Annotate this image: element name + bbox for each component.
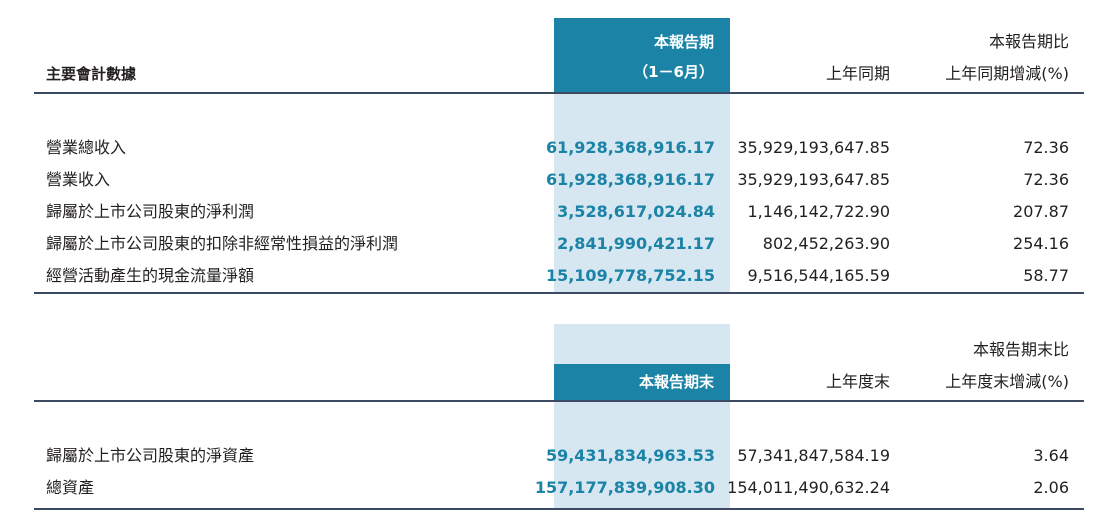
period-end-column-highlight-top (554, 324, 730, 364)
current-period-column-highlight (554, 92, 730, 292)
header-current-period-line2: （1－6月） (633, 63, 714, 81)
period-end-header-cell (554, 364, 730, 400)
row-current-value: 3,528,617,024.84 (557, 202, 715, 221)
row-label: 歸屬於上市公司股東的淨資產 (46, 446, 255, 465)
header-change-line1: 本報告期比 (988, 32, 1069, 51)
header-change-line2: 上年同期增減(%) (945, 64, 1069, 83)
section1-bottom-rule (34, 292, 1084, 294)
header-change2-line1: 本報告期末比 (972, 340, 1069, 359)
row-label: 經營活動產生的現金流量淨額 (46, 266, 255, 285)
row-current-value: 61,928,368,916.17 (545, 138, 715, 157)
current-period-header-cell (554, 18, 730, 92)
header-current-period-line1: 本報告期 (653, 33, 714, 51)
row-change-value: 207.87 (1013, 202, 1069, 221)
section1-header-rule (34, 92, 1084, 94)
row-label: 營業總收入 (46, 138, 127, 157)
row-prior-value: 1,146,142,722.90 (747, 202, 891, 221)
header-prior-year-end: 上年度末 (825, 372, 890, 391)
row-change-value: 58.77 (1023, 266, 1069, 285)
row-prior-value: 9,516,544,165.59 (747, 266, 891, 285)
row-prior-value: 154,011,490,632.24 (727, 478, 890, 497)
row-current-value: 61,928,368,916.17 (545, 170, 715, 189)
period-end-column-highlight (554, 400, 730, 508)
row-change-value: 3.64 (1033, 446, 1069, 465)
row-current-value: 59,431,834,963.53 (545, 446, 715, 465)
row-label: 營業收入 (46, 170, 111, 189)
header-main-accounting-data: 主要會計數據 (46, 65, 137, 83)
row-current-value: 15,109,778,752.15 (545, 266, 715, 285)
row-prior-value: 35,929,193,647.85 (737, 138, 890, 157)
row-current-value: 2,841,990,421.17 (557, 234, 715, 253)
row-change-value: 254.16 (1013, 234, 1069, 253)
header-change2-line2: 上年度末增減(%) (945, 372, 1069, 391)
row-change-value: 72.36 (1023, 138, 1069, 157)
row-label: 歸屬於上市公司股東的淨利潤 (46, 202, 255, 221)
header-period-end: 本報告期末 (638, 373, 714, 391)
row-prior-value: 57,341,847,584.19 (737, 446, 890, 465)
header-prior-period: 上年同期 (825, 64, 890, 83)
row-prior-value: 35,929,193,647.85 (737, 170, 890, 189)
row-label: 歸屬於上市公司股東的扣除非經常性損益的淨利潤 (46, 234, 399, 253)
row-current-value: 157,177,839,908.30 (534, 478, 715, 497)
row-label: 總資產 (46, 478, 95, 497)
section2-bottom-rule (34, 508, 1084, 510)
row-prior-value: 802,452,263.90 (762, 234, 890, 253)
row-change-value: 72.36 (1023, 170, 1069, 189)
row-change-value: 2.06 (1033, 478, 1069, 497)
section2-header-rule (34, 400, 1084, 402)
